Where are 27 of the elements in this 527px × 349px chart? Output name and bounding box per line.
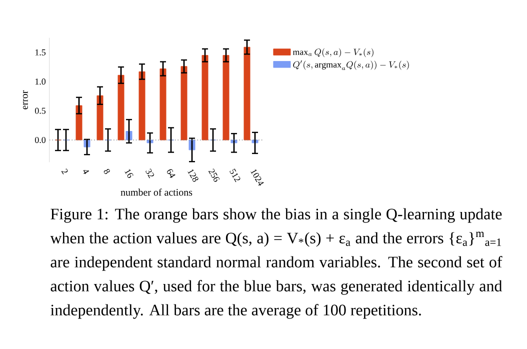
x-tick-label: 256	[208, 168, 220, 182]
y-tick-label: 1.5	[35, 49, 46, 56]
bar	[160, 68, 166, 140]
x-tick-label: 8	[104, 168, 110, 174]
x-tick-label: 128	[188, 169, 198, 182]
bar	[244, 46, 250, 140]
x-tick-label: 4	[83, 170, 90, 174]
y-tick-label: 0.5	[35, 108, 46, 114]
bar	[138, 71, 146, 140]
legend-label: $Q'(s, \mathrm{argmax}_a Q(s,a)) - V_*(s)$	[293, 60, 409, 70]
x-axis-title: number of actions	[120, 188, 192, 196]
x-tick-label: 32	[146, 168, 154, 178]
bar	[222, 55, 230, 140]
bar	[96, 95, 104, 140]
x-tick-label: 512	[230, 168, 240, 182]
y-axis-title: error	[23, 90, 28, 110]
bar	[76, 105, 82, 140]
y-tick-label: 1.0	[35, 78, 46, 85]
bar	[180, 66, 188, 140]
y-tick-label: 0.0	[35, 136, 46, 144]
bar	[118, 74, 124, 140]
legend-label: $\max_a Q(s,a) - V_*(s)$	[292, 48, 374, 58]
text: Figure 1: The orange bars show the bias in a single Q-learning update when the action values are Q(s, a) = V$_{*}$(s) + ε$_{a}$ and the errors {ε$_{a}$}$^{m}$a=1 are independent standard normal random variables. The second set of action values Q′, used for the blue bars, was generated identically and independently. All bars are the average of 100 repetitions.	[50, 208, 502, 319]
bar	[202, 55, 208, 140]
x-tick-label: 2	[61, 168, 68, 174]
x-tick-label: 64	[167, 169, 176, 178]
x-tick-label: 16	[124, 169, 134, 178]
